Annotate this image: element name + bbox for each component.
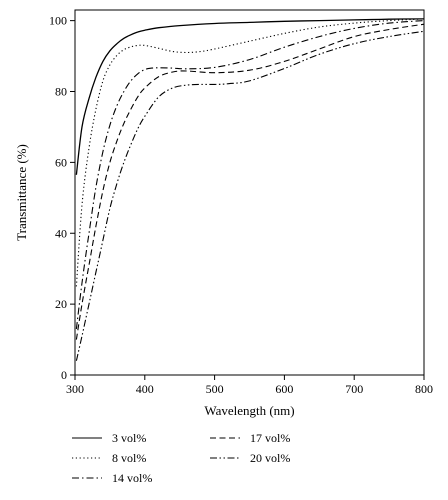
series-line-3 [75,20,425,329]
x-tick-label: 300 [66,382,84,396]
x-tick-label: 500 [206,382,224,396]
x-axis-ticks: 300 400 500 600 700 800 [66,375,433,396]
series-lines [75,18,425,361]
y-tick-label: 60 [55,155,67,169]
y-axis-title: Transmittance (%) [14,144,29,241]
x-axis-title: Wavelength (nm) [204,403,294,418]
plot-area [74,9,425,376]
series-line-4 [75,23,425,340]
series-line-5 [75,30,425,361]
y-tick-label: 100 [49,14,67,28]
legend-label-1: 3 vol% [112,431,146,445]
y-tick-label: 80 [55,85,67,99]
series-line-1 [75,18,425,175]
legend-label-4: 17 vol% [250,431,290,445]
y-tick-label: 20 [55,297,67,311]
legend-label-3: 14 vol% [112,471,152,485]
y-axis-ticks: 0 20 40 60 80 100 [49,14,75,382]
x-tick-label: 700 [345,382,363,396]
x-tick-label: 800 [415,382,433,396]
x-tick-label: 400 [136,382,154,396]
y-tick-label: 0 [61,368,67,382]
series-line-2 [75,18,425,287]
y-tick-label: 40 [55,226,67,240]
legend-label-5: 20 vol% [250,451,290,465]
legend: 3 vol% 8 vol% 14 vol% 17 vol% 20 vol% [72,431,290,485]
plot-frame [74,9,425,376]
legend-label-2: 8 vol% [112,451,146,465]
x-tick-label: 600 [275,382,293,396]
